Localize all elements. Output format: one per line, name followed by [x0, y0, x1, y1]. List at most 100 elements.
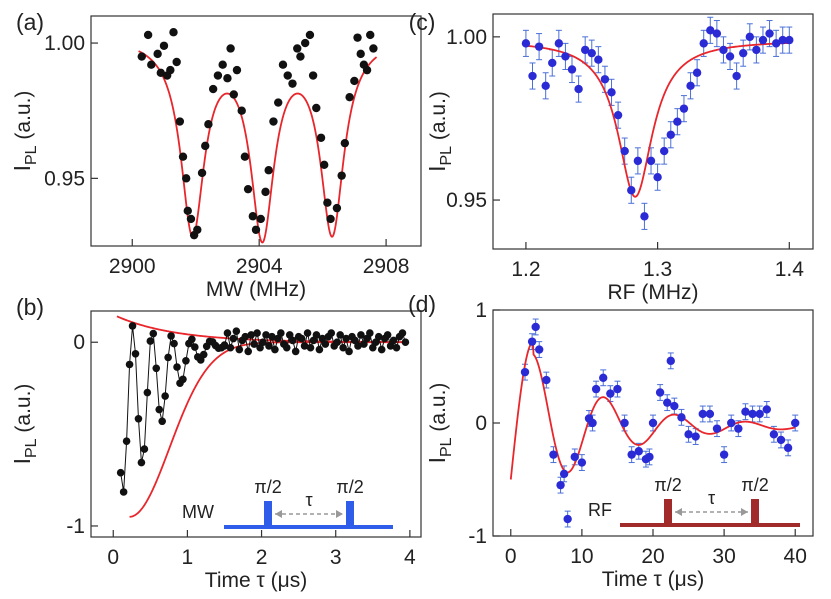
x-tick-label: 1	[182, 546, 194, 569]
data-point	[199, 350, 208, 359]
y-tick-label: 0	[73, 331, 85, 354]
data-point	[223, 74, 232, 83]
data-point	[316, 133, 326, 142]
data-point	[677, 413, 686, 422]
y-tick-label: 1	[475, 299, 487, 322]
data-point	[752, 45, 761, 55]
data-point	[218, 60, 227, 69]
y-label-sub: PL	[23, 145, 40, 165]
data-point	[648, 418, 658, 428]
data-point	[758, 35, 768, 45]
data-point	[166, 65, 175, 75]
data-point	[161, 392, 169, 400]
data-point	[188, 335, 196, 344]
data-point	[229, 90, 238, 99]
data-point	[712, 424, 722, 433]
data-point	[345, 347, 353, 356]
x-tick-label: 1.2	[511, 258, 540, 281]
data-point	[627, 186, 636, 195]
pulse-inset: RF π/2 π/2 τ	[588, 475, 800, 527]
data-point	[563, 514, 572, 524]
data-point	[158, 417, 166, 426]
plot-area	[137, 28, 378, 244]
data-point	[201, 141, 210, 151]
data-point	[283, 71, 292, 80]
y-tick-label: -1	[468, 525, 487, 548]
data-point	[591, 384, 601, 394]
x-tick-label: 4	[404, 546, 416, 569]
y-label-main: I	[9, 165, 35, 171]
y-axis-label: IPL (a.u.)	[424, 383, 455, 464]
data-point	[271, 345, 279, 354]
data-point	[208, 84, 218, 94]
data-point	[791, 418, 800, 428]
y-label-main: I	[9, 458, 35, 464]
data-point	[250, 340, 258, 348]
data-point	[719, 45, 728, 55]
data-point	[725, 52, 735, 61]
data-point	[155, 405, 164, 414]
fit-curve	[525, 42, 790, 198]
data-point	[220, 342, 229, 350]
data-point	[277, 329, 285, 337]
data-point	[152, 364, 161, 373]
data-point	[256, 214, 265, 224]
data-point	[666, 356, 675, 366]
data-point	[670, 401, 679, 411]
data-point	[293, 44, 302, 53]
data-point	[137, 52, 146, 61]
panel-label: (c)	[409, 9, 436, 35]
y-label-main: I	[424, 457, 450, 463]
data-point	[321, 340, 330, 348]
data-point	[613, 384, 622, 394]
y-tick-label: 1.00	[44, 32, 85, 55]
fit-curve	[509, 340, 796, 480]
panel-d: 0 10 20 30 40 -1 0 1 Time τ (μs) IPL (a.u.) (d) RF π…	[408, 291, 814, 591]
data-point	[659, 146, 669, 156]
data-point	[342, 334, 350, 343]
data-point	[634, 447, 643, 456]
data-point	[259, 338, 267, 347]
data-point	[561, 52, 570, 61]
pulse-2-label: π/2	[741, 475, 768, 495]
data-point	[745, 32, 754, 42]
y-label-rest: (a.u.)	[427, 383, 450, 438]
data-point	[600, 75, 610, 84]
plot-area	[521, 16, 794, 230]
data-point	[377, 345, 386, 354]
data-point	[251, 225, 261, 234]
data-point	[186, 214, 196, 224]
data-point	[655, 388, 665, 397]
data-point	[613, 110, 623, 120]
data-point	[684, 430, 693, 439]
data-point	[679, 104, 689, 113]
data-point	[357, 331, 365, 339]
data-point	[204, 120, 213, 129]
data-point	[146, 337, 155, 345]
y-tick-label: -1	[66, 515, 85, 538]
x-tick-label: 3	[330, 546, 342, 569]
data-point	[248, 212, 258, 221]
delay-arrowhead-left	[275, 510, 282, 518]
data-point	[213, 71, 223, 80]
data-point	[528, 71, 537, 81]
panel-label: (a)	[16, 9, 44, 35]
y-axis-label: IPL (a.u.)	[9, 384, 40, 465]
plot-area	[116, 315, 410, 518]
data-point	[783, 443, 793, 453]
data-point	[296, 52, 305, 61]
data-point	[173, 363, 181, 371]
y-tick-label: 0.95	[446, 189, 487, 212]
data-point	[534, 42, 544, 51]
plot-frame	[492, 13, 814, 250]
x-tick-label: 2	[256, 546, 268, 569]
data-point	[183, 206, 192, 216]
data-point	[336, 331, 344, 339]
data-point	[606, 389, 615, 398]
data-point	[734, 424, 743, 433]
data-point	[149, 329, 158, 338]
data-point	[226, 343, 235, 352]
data-point	[303, 329, 312, 337]
x-axis-label: Time τ (μs)	[602, 568, 704, 591]
